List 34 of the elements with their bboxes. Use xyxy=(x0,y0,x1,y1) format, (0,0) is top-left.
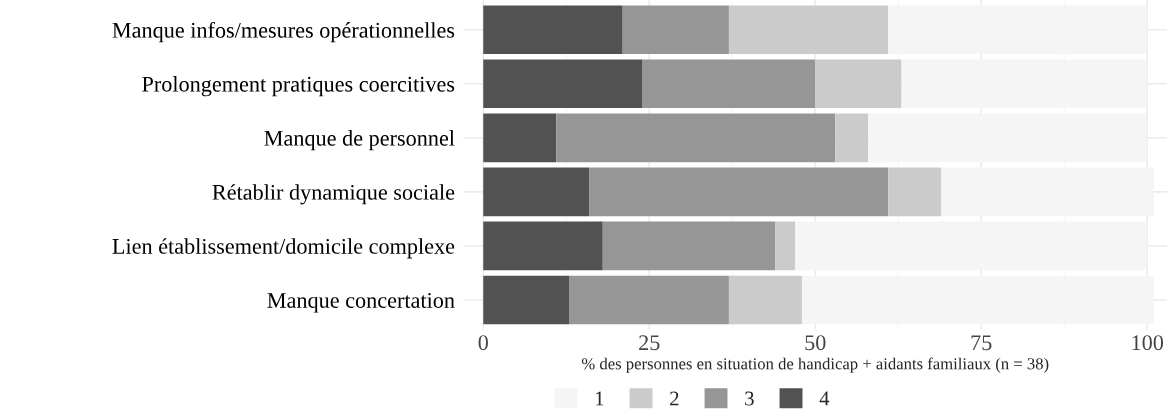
legend-label: 3 xyxy=(745,391,754,406)
bar xyxy=(815,59,902,109)
y-tick-label: Rétablir dynamique sociale xyxy=(212,184,455,205)
y-tick-label: Manque de personnel xyxy=(264,130,455,151)
bar xyxy=(728,275,802,325)
x-tick-label: 25 xyxy=(639,335,660,351)
bar xyxy=(589,167,889,217)
bar xyxy=(483,59,643,109)
x-tick-label: 50 xyxy=(805,335,826,351)
legend-label: 2 xyxy=(670,391,679,406)
bar xyxy=(483,221,603,271)
bar xyxy=(483,275,570,325)
y-tick-label: Manque infos/mesures opérationnelles xyxy=(112,21,455,43)
x-tick-label: 0 xyxy=(478,335,488,351)
bar xyxy=(602,221,776,271)
legend-label: 1 xyxy=(595,391,604,406)
bar xyxy=(483,5,623,55)
bar xyxy=(483,113,557,163)
x-tick-label: 100 xyxy=(1132,335,1164,351)
bar xyxy=(888,167,942,217)
bar xyxy=(775,221,796,271)
bar xyxy=(622,5,729,55)
bar xyxy=(642,59,816,109)
bar xyxy=(556,113,836,163)
bar xyxy=(728,5,889,55)
y-tick-label: Manque concertation xyxy=(267,292,455,313)
bar xyxy=(569,275,729,325)
legend-label: 4 xyxy=(819,391,830,406)
bar xyxy=(835,113,869,163)
y-tick-label: Prolongement pratiques coercitives xyxy=(142,76,455,97)
y-tick-label: Lien établissement/domicile complexe xyxy=(112,238,455,259)
x-axis-title: % des personnes en situation de handicap + aidants familiaux (n = 38) xyxy=(581,357,1049,373)
x-tick-label: 75 xyxy=(971,335,992,351)
bar xyxy=(483,167,590,217)
